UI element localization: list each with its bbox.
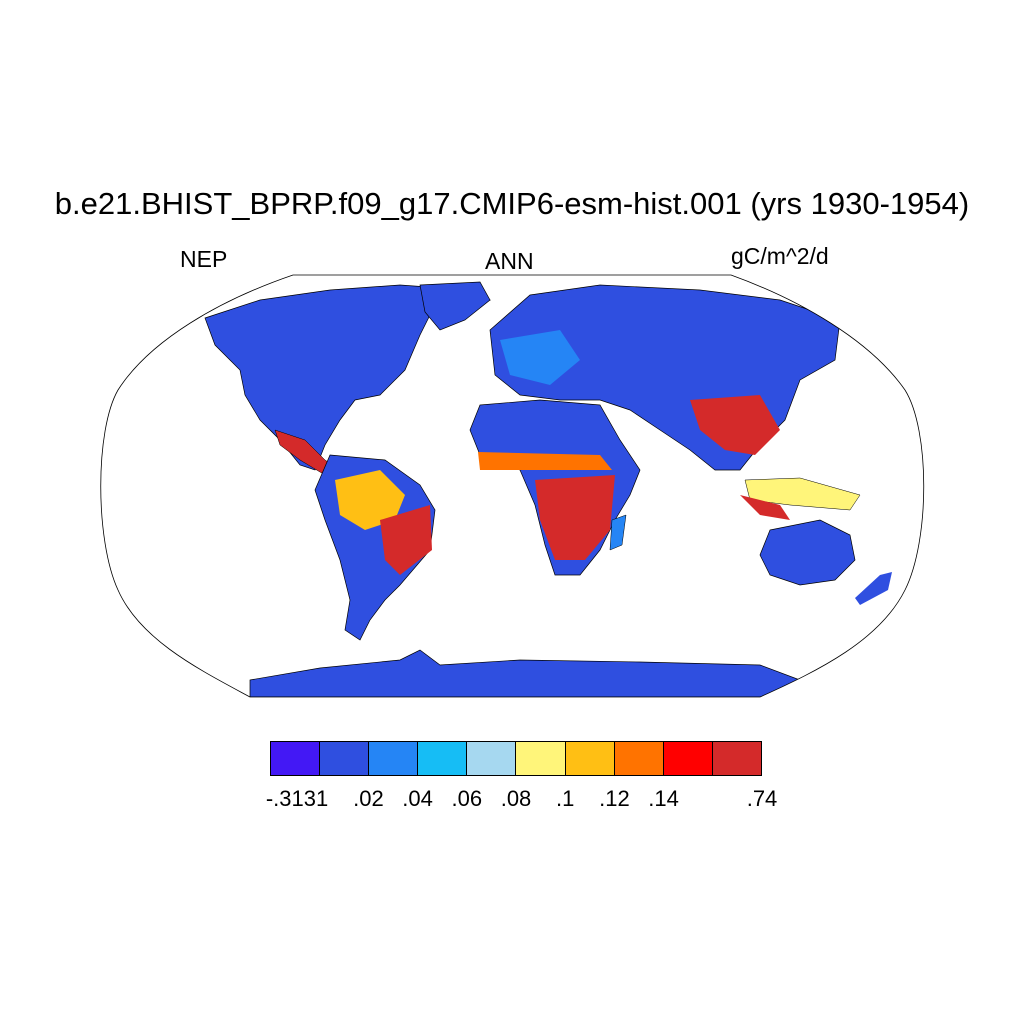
colorbar-label: .04	[402, 786, 433, 811]
colorbar-label: .1	[556, 786, 575, 811]
madagascar	[609, 514, 627, 551]
colorbar-box-3	[418, 742, 468, 775]
new-zealand	[855, 572, 892, 605]
globe-outline	[100, 274, 925, 698]
south-asia-warm	[690, 395, 780, 455]
colorbar-label: .02	[353, 786, 384, 811]
colorbar-box-9	[712, 742, 761, 775]
colorbar-box-7	[614, 742, 664, 775]
central-africa-warm	[535, 475, 615, 560]
plot-title: b.e21.BHIST_BPRP.f09_g17.CMIP6-esm-hist.…	[54, 186, 970, 221]
colorbar-label: .06	[451, 786, 483, 811]
colorbar-box-6	[565, 742, 615, 775]
australia	[759, 519, 856, 586]
units-label: gC/m^2/d	[731, 243, 829, 269]
sahel-band	[478, 452, 612, 470]
colorbar-box-8	[663, 742, 713, 775]
variable-label: NEP	[180, 246, 228, 272]
europe-mix	[500, 330, 580, 385]
brazil-warm	[380, 505, 432, 575]
colorbar	[270, 741, 762, 776]
se-asia-warm	[740, 495, 790, 520]
colorbar-box-5	[516, 742, 566, 775]
colorbar-label: .74	[746, 786, 778, 811]
greenland	[419, 281, 491, 331]
colorbar-label: -.3131	[265, 786, 329, 811]
amazon-region	[335, 470, 405, 530]
colorbar-box-1	[320, 742, 370, 775]
colorbar-label: .14	[648, 786, 679, 811]
colorbar-box-4	[467, 742, 517, 775]
colorbar-box-0	[271, 742, 321, 775]
season-label: ANN	[485, 248, 534, 274]
colorbar-label: .08	[500, 786, 532, 811]
antarctica	[249, 649, 801, 697]
colorbar-label: .12	[599, 786, 630, 811]
colorbar-box-2	[369, 742, 419, 775]
